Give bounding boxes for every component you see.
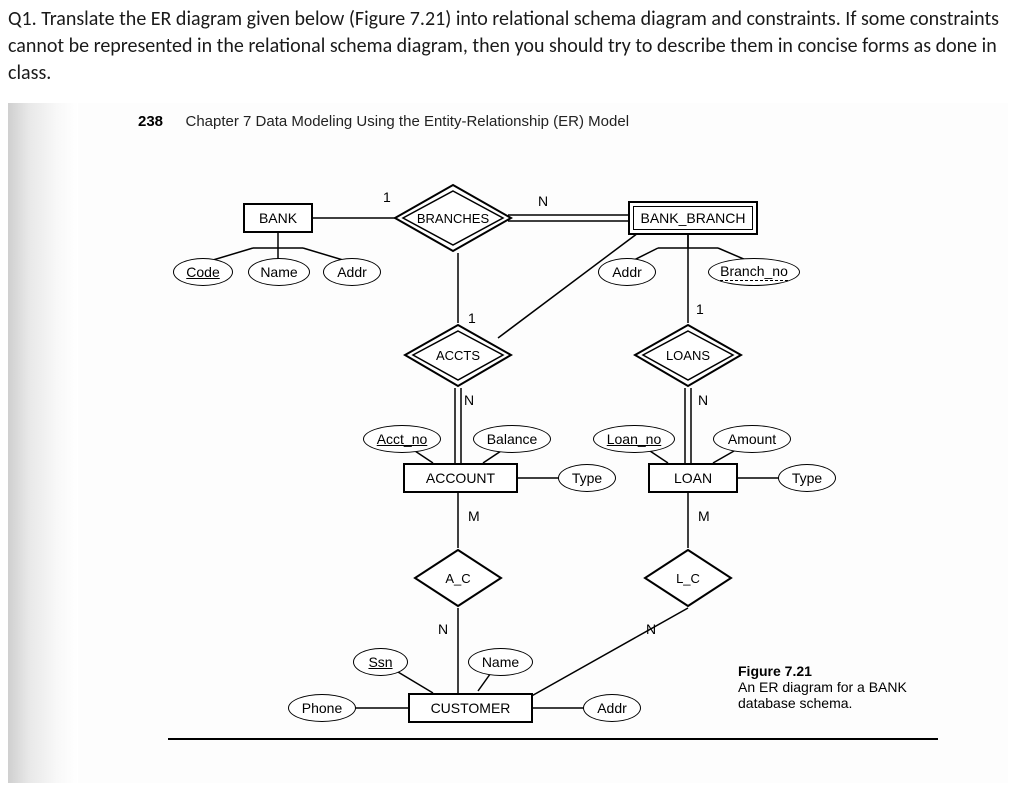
card-ac-m: M: [468, 508, 480, 524]
page-binding-shadow: [8, 103, 78, 783]
attr-code: Code: [173, 258, 233, 286]
card-accts-n: N: [464, 392, 474, 408]
attr-branch-no: Branch_no: [708, 258, 800, 286]
card-lc-n: N: [646, 621, 656, 637]
attr-loan-type: Type: [778, 464, 836, 492]
rel-branches: BRANCHES: [393, 183, 513, 253]
entity-customer: CUSTOMER: [408, 693, 533, 723]
chapter-title: Chapter 7 Data Modeling Using the Entity…: [185, 113, 629, 130]
question-prefix: Q1.: [8, 7, 37, 31]
page-header: 238 Chapter 7 Data Modeling Using the En…: [138, 113, 629, 131]
card-branches-n: N: [538, 193, 548, 209]
rel-accts: ACCTS: [403, 323, 513, 388]
attr-bank-name: Name: [248, 258, 310, 286]
figure-baseline: [168, 738, 938, 740]
figure-text-2: database schema.: [738, 695, 948, 711]
attr-branch-addr: Addr: [598, 258, 656, 286]
attr-acct-type: Type: [558, 464, 616, 492]
rel-lc: L_C: [643, 548, 733, 608]
rel-ac: A_C: [413, 548, 503, 608]
card-lc-m: M: [698, 508, 710, 524]
attr-loan-no: Loan_no: [593, 425, 675, 453]
card-loans-1: 1: [696, 301, 704, 317]
attr-cust-name: Name: [468, 648, 533, 676]
entity-loan: LOAN: [648, 463, 738, 493]
er-diagram: BANK BANK_BRANCH ACCOUNT LOAN CUSTOMER B…: [138, 163, 958, 773]
page-scan: 238 Chapter 7 Data Modeling Using the En…: [0, 103, 1019, 783]
card-accts-1: 1: [468, 310, 476, 326]
figure-text-1: An ER diagram for a BANK: [738, 679, 948, 695]
textbook-page: 238 Chapter 7 Data Modeling Using the En…: [78, 103, 1008, 783]
page-number: 238: [138, 113, 163, 130]
attr-acct-no: Acct_no: [363, 425, 441, 453]
card-ac-n: N: [438, 621, 448, 637]
card-loans-n: N: [698, 392, 708, 408]
entity-bank-branch: BANK_BRANCH: [628, 201, 758, 235]
attr-phone: Phone: [288, 694, 356, 722]
attr-balance: Balance: [473, 425, 551, 453]
entity-bank: BANK: [243, 203, 313, 233]
question-text: Q1. Translate the ER diagram given below…: [0, 0, 1019, 95]
attr-bank-addr: Addr: [323, 258, 381, 286]
card-branches-1: 1: [383, 189, 391, 205]
entity-account: ACCOUNT: [403, 463, 518, 493]
attr-cust-addr: Addr: [583, 694, 641, 722]
figure-number: Figure 7.21: [738, 663, 948, 679]
rel-loans: LOANS: [633, 323, 743, 388]
figure-caption: Figure 7.21 An ER diagram for a BANK dat…: [738, 663, 948, 711]
question-body: Translate the ER diagram given below (Fi…: [8, 7, 999, 85]
attr-ssn: Ssn: [353, 648, 408, 676]
attr-amount: Amount: [713, 425, 791, 453]
